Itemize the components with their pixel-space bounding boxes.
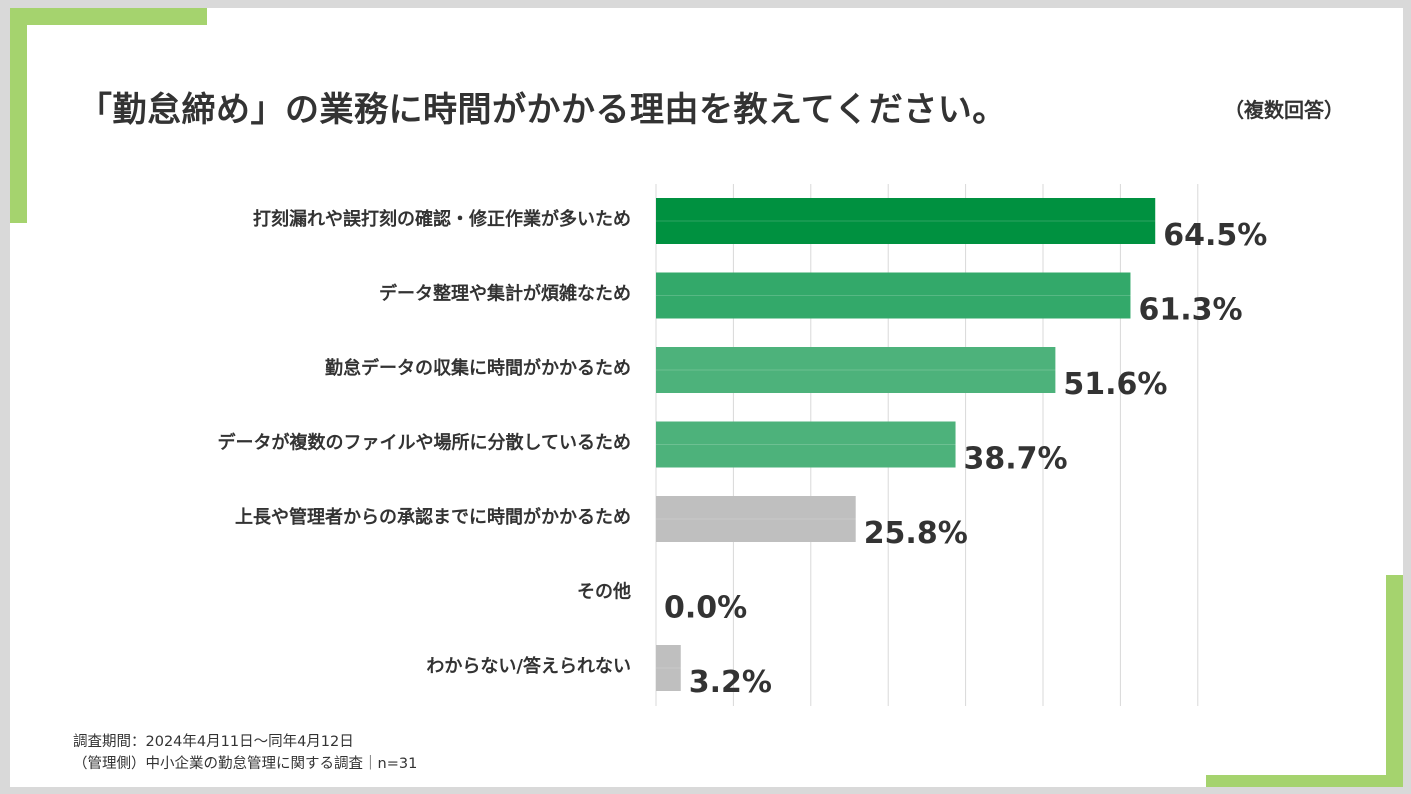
bar-chart: 打刻漏れや誤打刻の確認・修正作業が多いためデータ整理や集計が煩雑なため勤怠データ… (218, 184, 1267, 706)
slide: 「勤怠締め」の業務に時間がかかる理由を教えてください。 （複数回答） 打刻漏れや… (10, 8, 1403, 787)
value-label: 25.8% (864, 516, 968, 551)
value-label: 51.6% (1063, 367, 1167, 402)
category-label: データが複数のファイルや場所に分散しているため (218, 432, 631, 454)
bars (656, 198, 1156, 691)
accent-bar-top-left-horizontal (10, 8, 207, 25)
bar (656, 496, 856, 542)
value-labels: 64.5% 61.3% 51.6% 38.7% 25.8% 0.0% 3.2% (664, 218, 1267, 700)
accent-bar-bottom-right-horizontal (1206, 775, 1403, 787)
bar (656, 272, 1131, 319)
chart-title: 「勤怠締め」の業務に時間がかかる理由を教えてください。 (78, 90, 1007, 130)
value-label: 64.5% (1163, 218, 1267, 253)
accent-bar-top-left-vertical (10, 8, 27, 223)
category-label: わからない/答えられない (426, 655, 631, 677)
category-label: 打刻漏れや誤打刻の確認・修正作業が多いため (253, 208, 631, 230)
value-label: 61.3% (1138, 293, 1242, 328)
category-labels: 打刻漏れや誤打刻の確認・修正作業が多いためデータ整理や集計が煩雑なため勤怠データ… (218, 208, 631, 677)
bar (656, 645, 681, 691)
chart-subtitle: （複数回答） (1224, 98, 1344, 122)
accent-bar-bottom-right-vertical (1386, 575, 1403, 787)
value-label: 38.7% (964, 442, 1068, 477)
value-label: 3.2% (689, 665, 772, 700)
category-label: その他 (577, 581, 631, 603)
survey-description: （管理側）中小企業の勤怠管理に関する調査｜n=31 (73, 756, 418, 772)
category-label: データ整理や集計が煩雑なため (379, 283, 631, 305)
category-label: 上長や管理者からの承認までに時間がかかるため (235, 506, 631, 528)
value-label: 0.0% (664, 591, 747, 626)
survey-period: 調査期間：2024年4月11日～同年4月12日 (73, 734, 354, 750)
bar (656, 421, 956, 468)
footer-note: 調査期間：2024年4月11日～同年4月12日 （管理側）中小企業の勤怠管理に関… (73, 731, 417, 775)
bar (656, 198, 1156, 244)
bar (656, 347, 1056, 393)
category-label: 勤怠データの収集に時間がかかるため (325, 357, 631, 379)
